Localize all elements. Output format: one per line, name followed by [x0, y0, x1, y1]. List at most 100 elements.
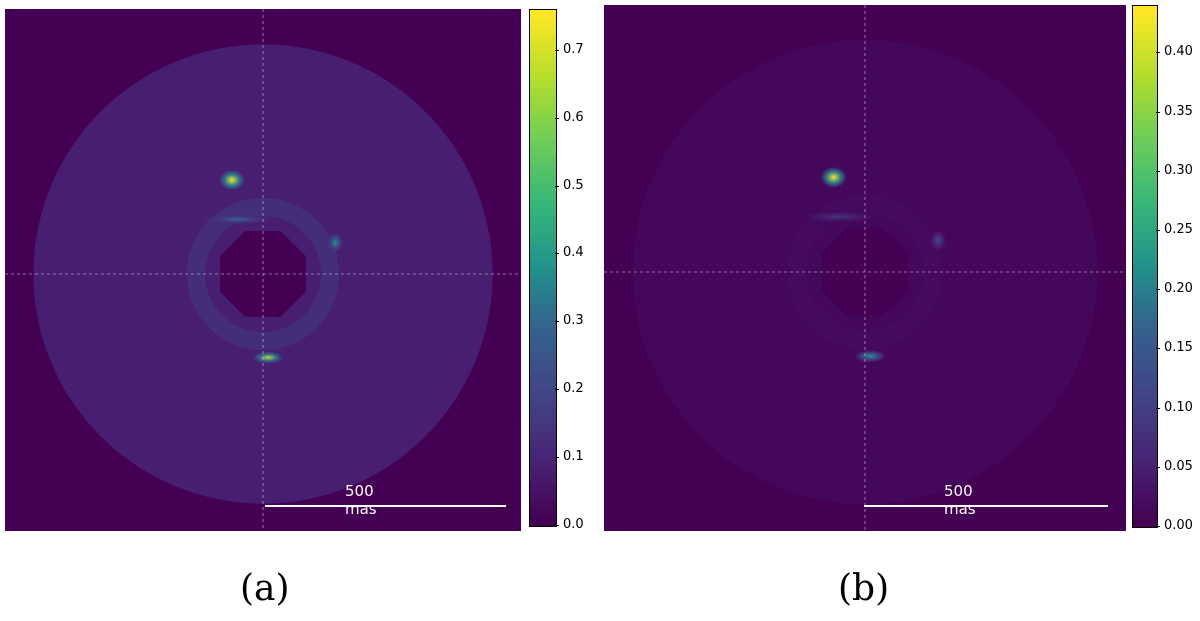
- colorbar-tick-label: 0.05: [1164, 459, 1193, 474]
- colorbar-segment: [1133, 153, 1157, 163]
- colorbar-segment: [530, 336, 556, 346]
- colorbar-segment: [1133, 318, 1157, 328]
- colorbar-tick-mark: [555, 253, 559, 254]
- colorbar-tick-label: 0.1: [563, 449, 584, 464]
- colorbar-tick-label: 0.10: [1164, 400, 1193, 415]
- colorbar-segment: [530, 96, 556, 106]
- colorbar-tick-label: 0.0: [563, 517, 584, 532]
- colorbar-segment: [530, 259, 556, 269]
- colorbar-segment: [1133, 136, 1157, 146]
- colorbar-segment: [530, 27, 556, 37]
- colorbar-tick-label: 0.40: [1164, 44, 1193, 59]
- colorbar-segment: [1133, 327, 1157, 337]
- colorbar-tick-mark: [1156, 52, 1160, 53]
- hotspot-bright-companion: [219, 169, 245, 191]
- scale-bar-a: [265, 505, 506, 507]
- colorbar-segment: [530, 199, 556, 209]
- colorbar-segment: [530, 311, 556, 321]
- colorbar-segment: [530, 508, 556, 518]
- colorbar-segment: [530, 61, 556, 71]
- colorbar-tick-label: 0.2: [563, 381, 584, 396]
- colorbar-segment: [530, 328, 556, 338]
- colorbar-b: [1132, 5, 1158, 528]
- hotspot-north-arc: [802, 211, 876, 222]
- colorbar-segment: [1133, 483, 1157, 493]
- colorbar-segment: [530, 44, 556, 54]
- colorbar-segment: [1133, 448, 1157, 459]
- colorbar-segment: [1133, 75, 1157, 85]
- colorbar-tick-mark: [1156, 408, 1160, 409]
- colorbar-segment: [530, 190, 556, 200]
- colorbar-tick-mark: [1156, 171, 1160, 172]
- colorbar-segment: [530, 130, 556, 140]
- colorbar-segment: [1133, 58, 1157, 68]
- colorbar-segment: [530, 354, 556, 364]
- colorbar-segment: [1133, 197, 1157, 207]
- colorbar-segment: [1133, 309, 1157, 320]
- hotspot-south-source: [854, 349, 886, 363]
- colorbar-segment: [1133, 301, 1157, 311]
- colorbar-segment: [530, 156, 556, 166]
- colorbar-gradient: [1133, 6, 1157, 528]
- colorbar-segment: [1133, 509, 1157, 519]
- colorbar-segment: [530, 465, 556, 475]
- colorbar-segment: [1133, 283, 1157, 294]
- colorbar-segment: [530, 431, 556, 441]
- heatmap-canvas: [5, 9, 521, 531]
- colorbar-tick-label: 0.25: [1164, 222, 1193, 237]
- colorbar-segment: [1133, 214, 1157, 224]
- colorbar-segment: [530, 104, 556, 114]
- panel-label-a: (a): [240, 568, 290, 609]
- colorbar-segment: [530, 345, 556, 355]
- colorbar-segment: [530, 397, 556, 407]
- colorbar-segment: [530, 457, 556, 467]
- colorbar-segment: [1133, 388, 1157, 398]
- colorbar-segment: [1133, 249, 1157, 259]
- colorbar-segment: [530, 371, 556, 381]
- colorbar-segment: [1133, 231, 1157, 242]
- colorbar-segment: [530, 121, 556, 131]
- colorbar-segment: [530, 182, 556, 192]
- colorbar-tick-label: 0.6: [563, 110, 584, 125]
- colorbar-segment: [1133, 466, 1157, 476]
- colorbar-segment: [1133, 292, 1157, 302]
- colorbar-tick-label: 0.4: [563, 245, 584, 260]
- colorbar-segment: [1133, 344, 1157, 354]
- colorbar-segment: [530, 517, 556, 527]
- colorbar-segment: [530, 379, 556, 389]
- colorbar-tick-mark: [1156, 467, 1160, 468]
- heatmap-b: [604, 5, 1126, 531]
- colorbar-segment: [530, 491, 556, 501]
- colorbar-segment: [1133, 162, 1157, 172]
- colorbar-tick-label: 0.7: [563, 42, 584, 57]
- colorbar-segment: [1133, 266, 1157, 276]
- colorbar-segment: [530, 362, 556, 372]
- colorbar-segment: [530, 233, 556, 243]
- colorbar-tick-label: 0.3: [563, 313, 584, 328]
- colorbar-segment: [530, 250, 556, 260]
- colorbar-segment: [530, 78, 556, 88]
- colorbar-segment: [1133, 40, 1157, 51]
- colorbar-segment: [1133, 370, 1157, 380]
- colorbar-segment: [530, 388, 556, 398]
- colorbar-segment: [1133, 23, 1157, 33]
- colorbar-segment: [1133, 379, 1157, 389]
- colorbar-segment: [530, 164, 556, 174]
- heatmap-a: [5, 9, 521, 531]
- colorbar-segment: [1133, 353, 1157, 363]
- colorbar-segment: [1133, 66, 1157, 77]
- colorbar-gradient: [530, 10, 556, 527]
- colorbar-segment: [530, 319, 556, 329]
- colorbar-tick-mark: [1156, 112, 1160, 113]
- colorbar-segment: [530, 268, 556, 278]
- colorbar-segment: [1133, 188, 1157, 198]
- hotspot-north-arc: [201, 214, 274, 225]
- colorbar-segment: [1133, 457, 1157, 467]
- colorbar-segment: [530, 302, 556, 312]
- colorbar-segment: [530, 18, 556, 28]
- colorbar-segment: [530, 147, 556, 157]
- colorbar-tick-label: 0.30: [1164, 163, 1193, 178]
- colorbar-segment: [1133, 223, 1157, 233]
- colorbar-tick-label: 0.00: [1164, 518, 1193, 533]
- colorbar-segment: [1133, 14, 1157, 24]
